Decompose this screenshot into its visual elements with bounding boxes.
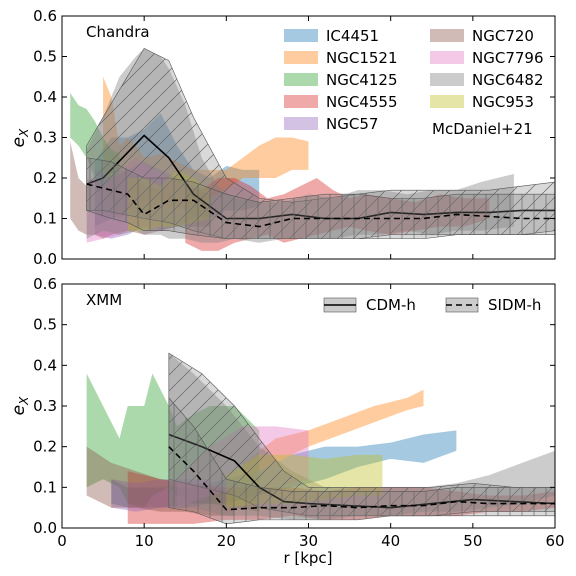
xmm-y-tick-label: 0.1 [33, 478, 57, 496]
xmm-axis-ticks: 0 10 20 30 40 50 60 0.0 0.1 0.2 0.3 0.4 0.5 0.6 [33, 275, 564, 550]
panel-chandra: 0.0 0.1 0.2 0.3 0.4 0.5 0.6 Chandra eX IC4451 N… [9, 7, 556, 268]
xmm-legend: CDM-h SIDM-h [323, 296, 541, 314]
xmm-y-tick-label: 0.5 [33, 316, 57, 334]
svg-text:eX: eX [9, 396, 31, 415]
legend-label-ngc6482: NGC6482 [472, 71, 544, 89]
xmm-y-tick-label: 0.6 [33, 275, 57, 293]
legend-label-ngc7796: NGC7796 [472, 49, 544, 67]
xmm-x-tick-label: 30 [299, 532, 318, 550]
chandra-median-lines [86, 48, 555, 240]
xmm-x-tick-label: 40 [381, 532, 400, 550]
chandra-y-tick-label: 0.1 [33, 210, 57, 228]
legend-swatch-ngc953 [430, 95, 464, 108]
legend-label-ngc953: NGC953 [472, 93, 534, 111]
xmm-y-tick-label: 0.0 [33, 519, 57, 537]
legend-label-ngc57: NGC57 [326, 115, 378, 133]
xmm-dashed-median-line [168, 446, 555, 511]
legend-swatch-ngc57 [284, 117, 318, 130]
legend-label-cdm-h: CDM-h [366, 296, 416, 314]
xmm-solid-band-hatch [168, 353, 555, 516]
legend-swatch-ngc1521 [284, 51, 318, 64]
xmm-x-tick-label: 20 [217, 532, 236, 550]
xmm-band-ngc1521 [242, 389, 424, 480]
legend-swatch-ngc6482 [430, 73, 464, 86]
chandra-y-tick-label: 0.3 [33, 129, 57, 147]
xmm-y-tick-label: 0.2 [33, 438, 57, 456]
xmm-x-tick-label: 10 [135, 532, 154, 550]
legend-label-ic4451: IC4451 [326, 27, 379, 45]
xmm-y-axis-label: eX [9, 396, 31, 415]
legend-label-ngc4555: NGC4555 [326, 93, 398, 111]
chandra-panel-label: Chandra [86, 23, 150, 41]
legend-label-ngc720: NGC720 [472, 27, 534, 45]
chandra-legend: IC4451 NGC1521 NGC4125 NGC4555 NGC57 NGC720 NG… [284, 27, 544, 133]
xmm-x-tick-label: 0 [57, 532, 67, 550]
legend-label-ngc1521: NGC1521 [326, 49, 398, 67]
svg-text:eX: eX [9, 128, 31, 147]
chandra-y-tick-label: 0.6 [33, 7, 57, 25]
legend-swatch-ngc4125 [284, 73, 318, 86]
xmm-panel-label: XMM [86, 291, 122, 309]
legend-swatch-ngc720 [430, 29, 464, 42]
chandra-y-tick-label: 0.4 [33, 88, 57, 106]
xmm-y-tick-label: 0.3 [33, 397, 57, 415]
chandra-y-tick-label: 0.2 [33, 169, 57, 187]
legend-label-sidm-h: SIDM-h [488, 296, 541, 314]
xmm-x-tick-label: 60 [545, 532, 564, 550]
chandra-y-axis-label: eX [9, 128, 31, 147]
panel-xmm: 0 10 20 30 40 50 60 0.0 0.1 0.2 0.3 0.4 0.5 0.6 XMM e… [9, 275, 565, 567]
x-axis-label: r [kpc] [283, 549, 332, 567]
legend-swatch-ic4451 [284, 29, 318, 42]
xmm-median-lines [168, 352, 555, 525]
chandra-y-tick-label: 0.5 [33, 48, 57, 66]
legend-swatch-ngc7796 [430, 51, 464, 64]
chandra-axis-ticks: 0.0 0.1 0.2 0.3 0.4 0.5 0.6 [33, 7, 556, 268]
chandra-legend-note: McDaniel+21 [432, 120, 533, 138]
xmm-x-tick-label: 50 [463, 532, 482, 550]
legend-swatch-ngc4555 [284, 95, 318, 108]
xmm-dashed-band-hatch [168, 397, 555, 524]
legend-label-ngc4125: NGC4125 [326, 71, 398, 89]
chandra-dashed-band-hatch [86, 157, 555, 239]
chandra-y-tick-label: 0.0 [33, 250, 57, 268]
chandra-dashed-median-line [86, 183, 555, 228]
xmm-y-tick-label: 0.4 [33, 356, 57, 374]
